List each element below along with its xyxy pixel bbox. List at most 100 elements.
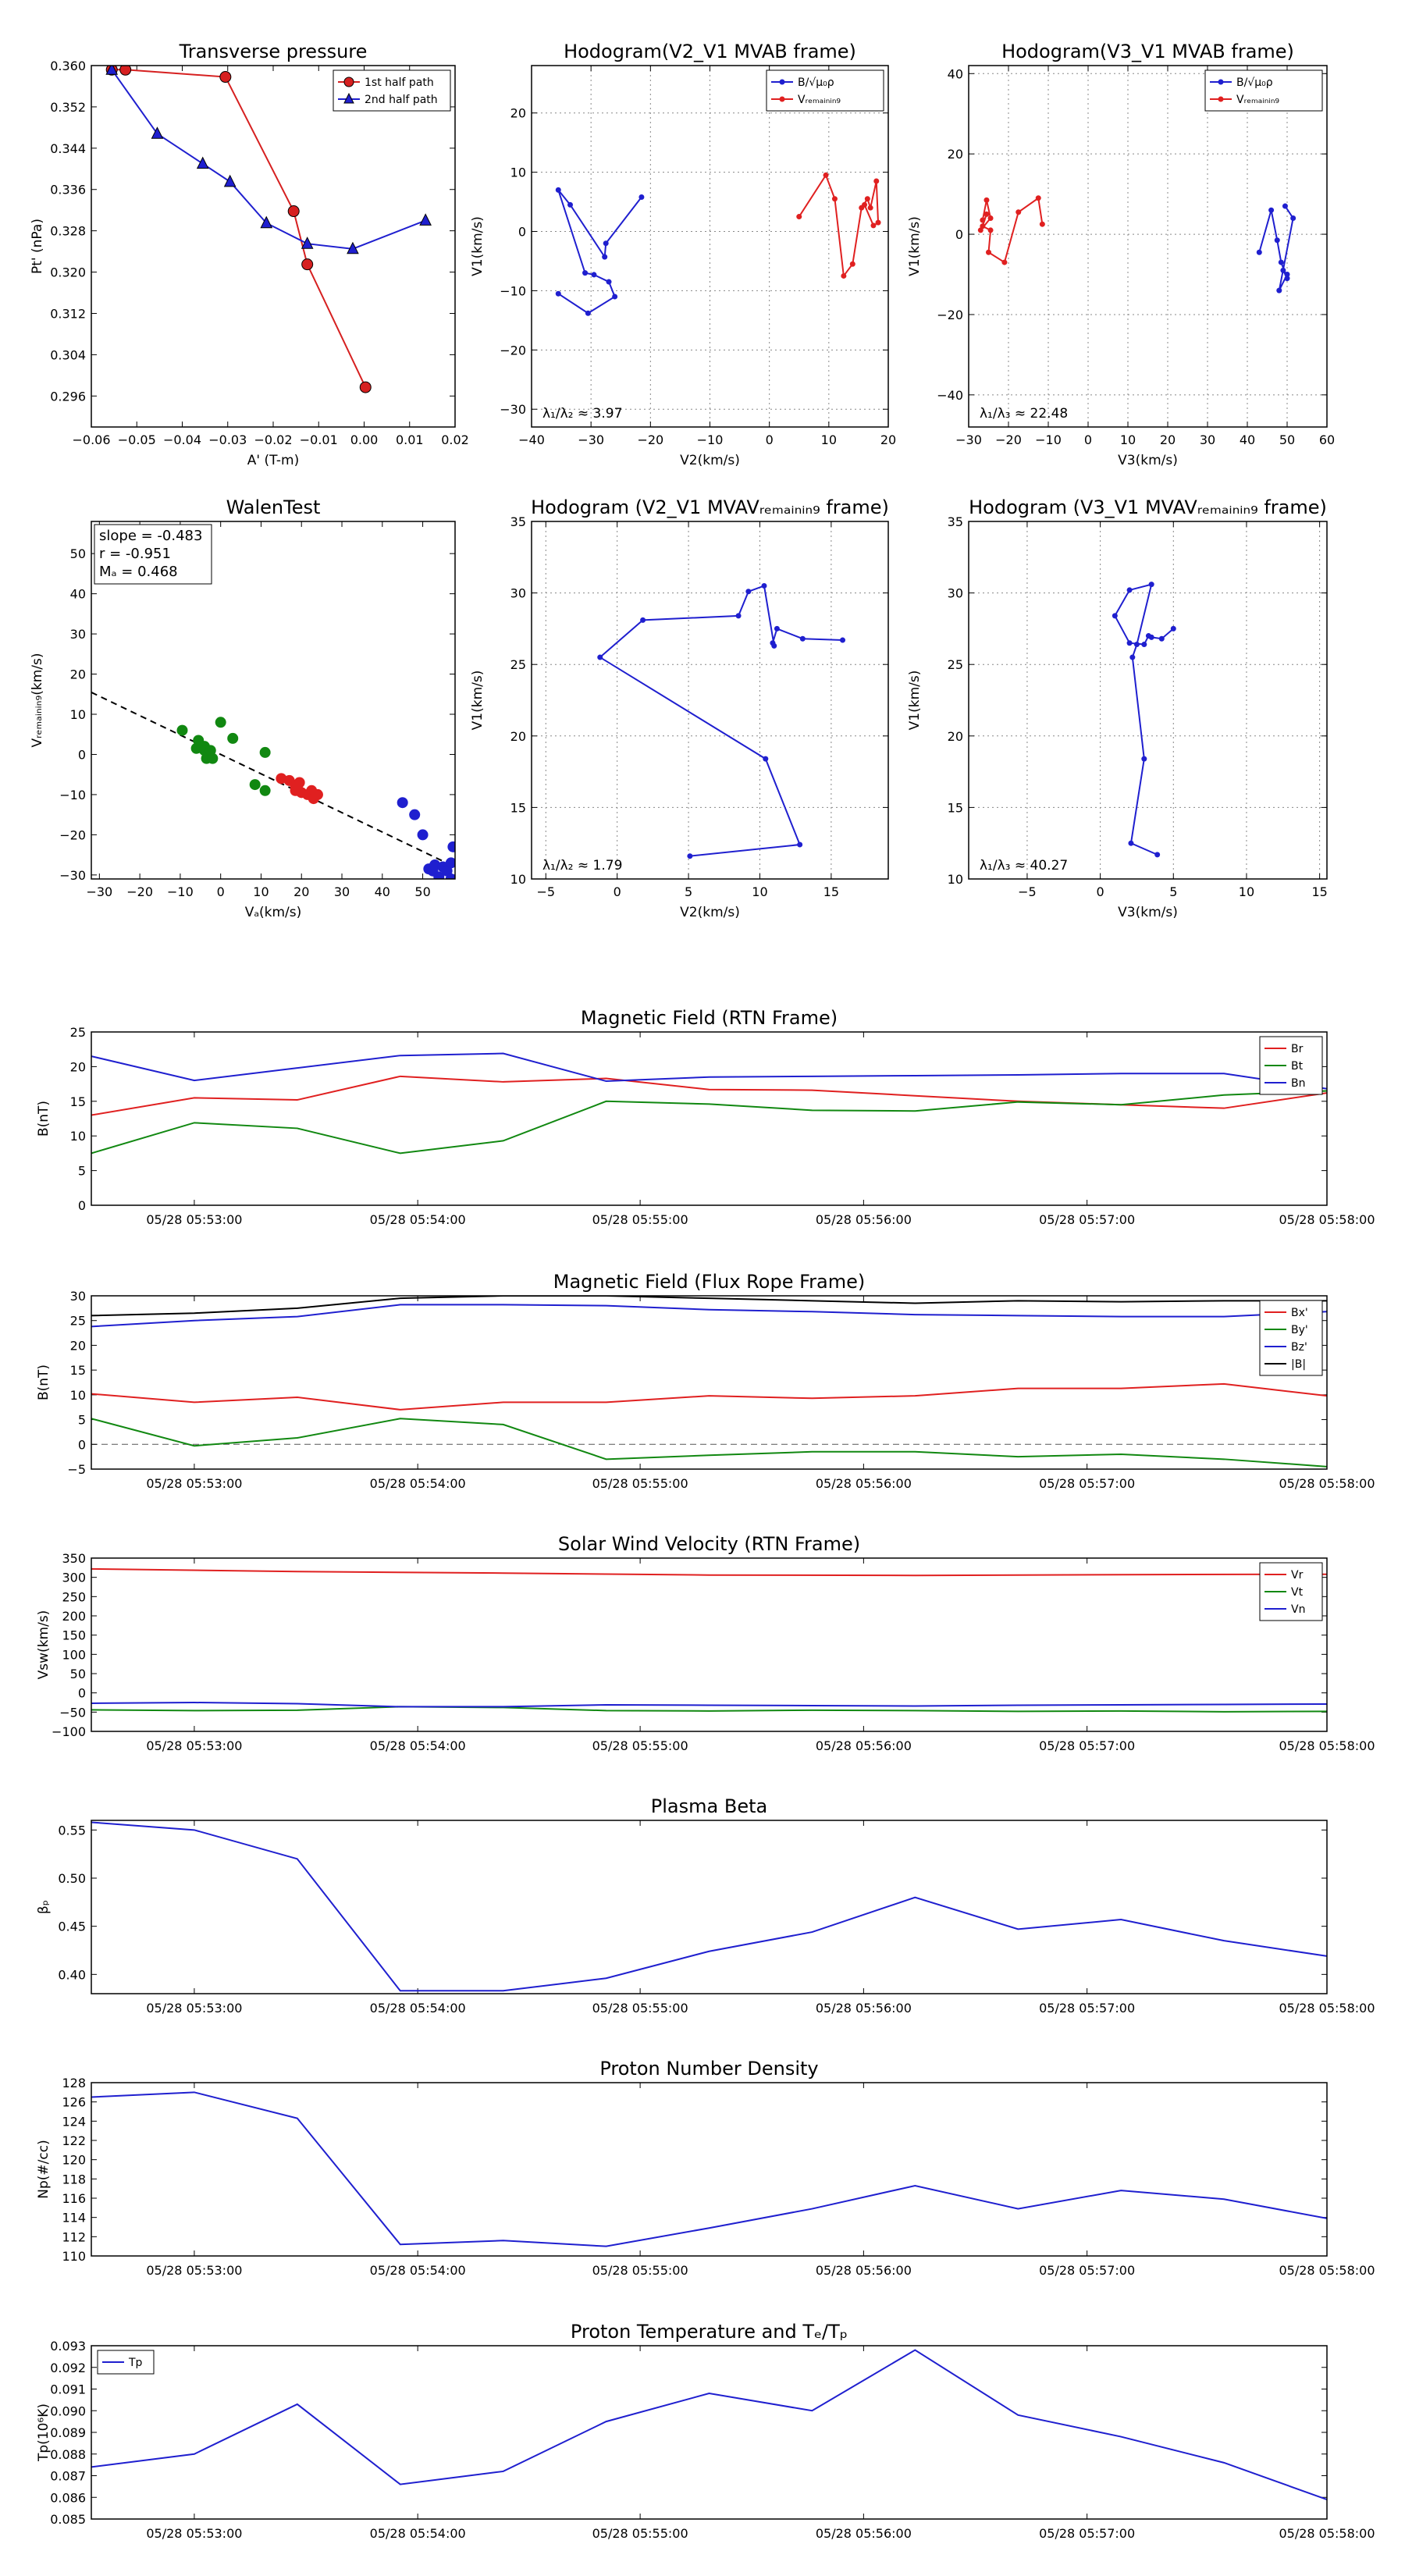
chart-title: Plasma Beta	[651, 1795, 767, 1817]
x-tick-label: 05/28 05:58:00	[1279, 1738, 1375, 1753]
x-tick-label: 0	[614, 884, 621, 899]
x-tick-label: 10	[1120, 432, 1136, 447]
data-point	[977, 227, 984, 233]
data-point	[359, 381, 372, 393]
y-axis-label: Np(#/cc)	[36, 2140, 52, 2198]
scatter-point	[227, 732, 239, 744]
data-point	[864, 196, 870, 202]
data-point	[638, 194, 645, 201]
x-tick-label: 05/28 05:55:00	[592, 1476, 688, 1491]
data-point	[591, 272, 597, 278]
data-point	[640, 617, 646, 623]
y-tick-label: 20	[70, 1338, 86, 1353]
legend-box	[333, 69, 451, 112]
y-axis-label: V1(km/s)	[470, 216, 486, 276]
x-tick-label: −10	[697, 432, 724, 447]
x-tick-label: −0.06	[72, 432, 110, 447]
x-tick-label: 0	[1097, 884, 1104, 899]
data-point	[761, 582, 767, 589]
data-point	[823, 172, 829, 178]
x-tick-label: 20	[1160, 432, 1176, 447]
legend-label: Vn	[1291, 1603, 1305, 1616]
legend: Tp	[97, 2350, 155, 2375]
axes-frame	[531, 521, 889, 880]
y-tick-label: 0.312	[50, 306, 86, 321]
y-axis-label: Pt' (nPa)	[30, 219, 45, 274]
data-point	[1129, 654, 1136, 660]
y-tick-label: 50	[70, 546, 86, 561]
data-point	[419, 213, 432, 226]
scatter-point	[409, 809, 421, 820]
x-tick-label: 5	[1169, 884, 1177, 899]
x-tick-label: −20	[995, 432, 1022, 447]
legend-label: Bx'	[1291, 1307, 1308, 1319]
x-tick-label: 05/28 05:58:00	[1279, 2526, 1375, 2541]
y-tick-label: 15	[510, 800, 526, 815]
chart-transverse-pressure: −0.06 −0.05 −0.04 −0.03 −0.02 −0.01 0.00 0.01 0.…	[30, 41, 469, 468]
y-tick-label: 0.336	[50, 183, 86, 197]
chart-magnetic-field-flux-rope: 05/28 05:53:00 05/28 05:54:00 05/28 05:55:…	[36, 1271, 1375, 1491]
data-point	[797, 841, 803, 848]
y-tick-label: 126	[62, 2095, 86, 2110]
scatter-point	[445, 873, 455, 879]
stats-box	[94, 524, 212, 585]
scatter-point	[417, 829, 429, 841]
y-tick-label: 0.40	[58, 1967, 86, 1982]
chart-title: Proton Temperature and Tₑ/Tₚ	[571, 2321, 848, 2343]
series-line	[91, 1418, 1327, 1468]
y-tick-label: 120	[62, 2153, 86, 2168]
data-point	[774, 625, 780, 632]
legend: 1st half path 2nd half path	[333, 69, 451, 112]
y-tick-label: 100	[62, 1647, 86, 1662]
y-tick-label: 0.085	[50, 2512, 86, 2527]
x-tick-label: 50	[414, 884, 430, 899]
data-point	[1141, 642, 1147, 648]
y-tick-label: 20	[948, 729, 963, 744]
data-point	[567, 201, 574, 208]
data-point	[606, 279, 612, 285]
data-point	[1128, 840, 1134, 846]
data-point	[984, 197, 990, 203]
data-point	[867, 205, 873, 211]
legend-label: B/√μ₀ρ	[1236, 76, 1273, 89]
data-point	[603, 240, 609, 247]
stat-line: Mₐ = 0.468	[99, 564, 178, 580]
x-tick-label: 15	[1311, 884, 1327, 899]
x-tick-label: 05/28 05:53:00	[146, 2526, 242, 2541]
x-tick-label: 05/28 05:57:00	[1039, 1212, 1135, 1227]
data-point	[1170, 625, 1176, 632]
y-tick-label: 40	[70, 587, 86, 602]
y-axis-label: Vᵣₑₘₐᵢₙᵢₙ₉(km/s)	[30, 653, 45, 747]
y-tick-label: 0.086	[50, 2490, 86, 2505]
y-tick-label: 0.328	[50, 224, 86, 239]
data-point	[841, 272, 847, 279]
series-line	[112, 69, 367, 388]
data-point	[1133, 642, 1140, 648]
data-point	[555, 187, 561, 193]
data-point	[1158, 635, 1165, 642]
data-point	[196, 156, 209, 169]
axes-frame	[968, 521, 1328, 880]
y-tick-label: 0.344	[50, 141, 86, 156]
legend: Vr Vt Vn	[1259, 1562, 1323, 1621]
legend-label: Tp	[128, 2357, 143, 2369]
data-point	[1276, 287, 1282, 294]
x-tick-label: −0.01	[300, 432, 338, 447]
legend-label: Br	[1291, 1043, 1304, 1055]
chart-title: Hodogram (V2_V1 MVAVᵣₑₘₐᵢₙᵢₙ₉ frame)	[531, 496, 889, 518]
data-point	[799, 635, 806, 642]
x-tick-label: 05/28 05:54:00	[370, 1738, 466, 1753]
stat-line: r = -0.951	[99, 546, 171, 562]
legend-label: 1st half path	[365, 76, 434, 89]
legend-label: Vt	[1291, 1586, 1304, 1599]
axes-frame	[91, 1031, 1328, 1206]
data-point	[119, 66, 132, 76]
y-tick-label: 20	[70, 1059, 86, 1074]
y-tick-label: 124	[62, 2114, 86, 2129]
x-tick-label: −0.03	[208, 432, 247, 447]
x-tick-label: 05/28 05:55:00	[592, 2001, 688, 2016]
data-point	[984, 211, 990, 217]
data-point	[1145, 633, 1151, 639]
data-point	[151, 126, 164, 139]
chart-solar-wind-velocity: 05/28 05:53:00 05/28 05:54:00 05/28 05:55:…	[36, 1533, 1375, 1753]
